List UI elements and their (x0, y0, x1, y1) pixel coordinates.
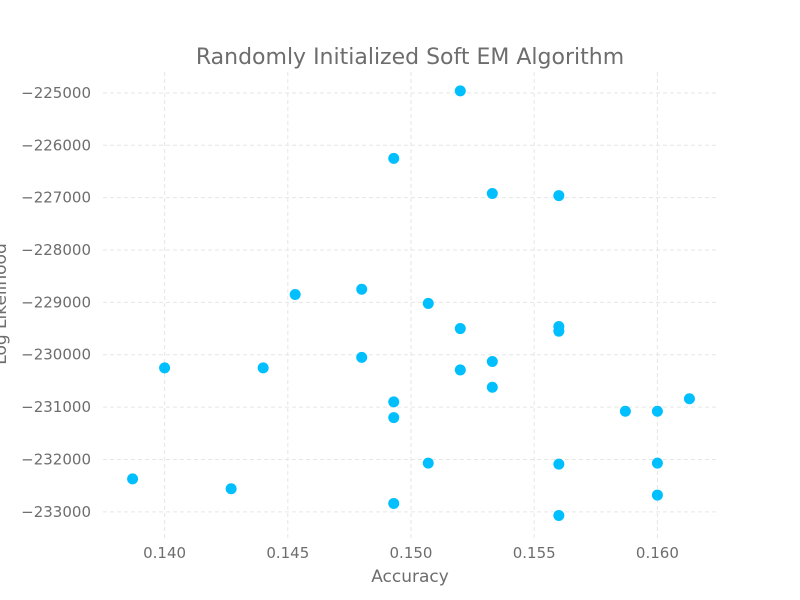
scatter-point (553, 509, 565, 521)
scatter-point (225, 483, 237, 495)
y-tick-label: −232000 (21, 450, 91, 468)
y-tick-label: −231000 (21, 398, 91, 416)
y-tick-label: −233000 (21, 503, 91, 521)
scatter-point (422, 297, 434, 309)
y-axis-ticks: −225000 −226000 −227000 −228000 −229000 −2300… (21, 84, 91, 521)
scatter-point (651, 405, 663, 417)
data-points (127, 85, 695, 521)
scatter-point (356, 351, 368, 363)
y-tick-label: −227000 (21, 189, 91, 207)
scatter-point (651, 489, 663, 501)
scatter-point (388, 152, 400, 164)
scatter-point (422, 457, 434, 469)
scatter-point (257, 362, 269, 374)
scatter-point (454, 323, 466, 335)
x-tick-label: 0.150 (390, 544, 433, 562)
scatter-point (388, 412, 400, 424)
y-axis-label: Log Likelihood (0, 243, 11, 364)
scatter-point (486, 187, 498, 199)
scatter-point (651, 457, 663, 469)
scatter-point (388, 497, 400, 509)
scatter-point (553, 458, 565, 470)
y-tick-label: −225000 (21, 84, 91, 102)
scatter-point (159, 362, 171, 374)
scatter-point (356, 283, 368, 295)
y-tick-label: −230000 (21, 346, 91, 364)
grid (103, 72, 719, 538)
scatter-point (454, 85, 466, 97)
scatter-point (289, 289, 301, 301)
scatter-point (619, 405, 631, 417)
scatter-point (454, 364, 466, 376)
x-axis-ticks: 0.140 0.145 0.150 0.155 0.160 (143, 544, 679, 562)
scatter-point (486, 356, 498, 368)
x-axis-label: Accuracy (371, 567, 449, 587)
scatter-point (553, 190, 565, 202)
scatter-point (388, 396, 400, 408)
scatter-point (486, 381, 498, 393)
scatter-point (553, 325, 565, 337)
scatter-point (127, 473, 139, 485)
x-tick-label: 0.145 (266, 544, 309, 562)
x-tick-label: 0.155 (513, 544, 556, 562)
y-tick-label: −228000 (21, 241, 91, 259)
scatter-point (683, 393, 695, 405)
y-tick-label: −226000 (21, 136, 91, 154)
y-tick-label: −229000 (21, 293, 91, 311)
x-tick-label: 0.140 (143, 544, 186, 562)
chart-title: Randomly Initialized Soft EM Algorithm (196, 45, 624, 70)
x-tick-label: 0.160 (636, 544, 679, 562)
